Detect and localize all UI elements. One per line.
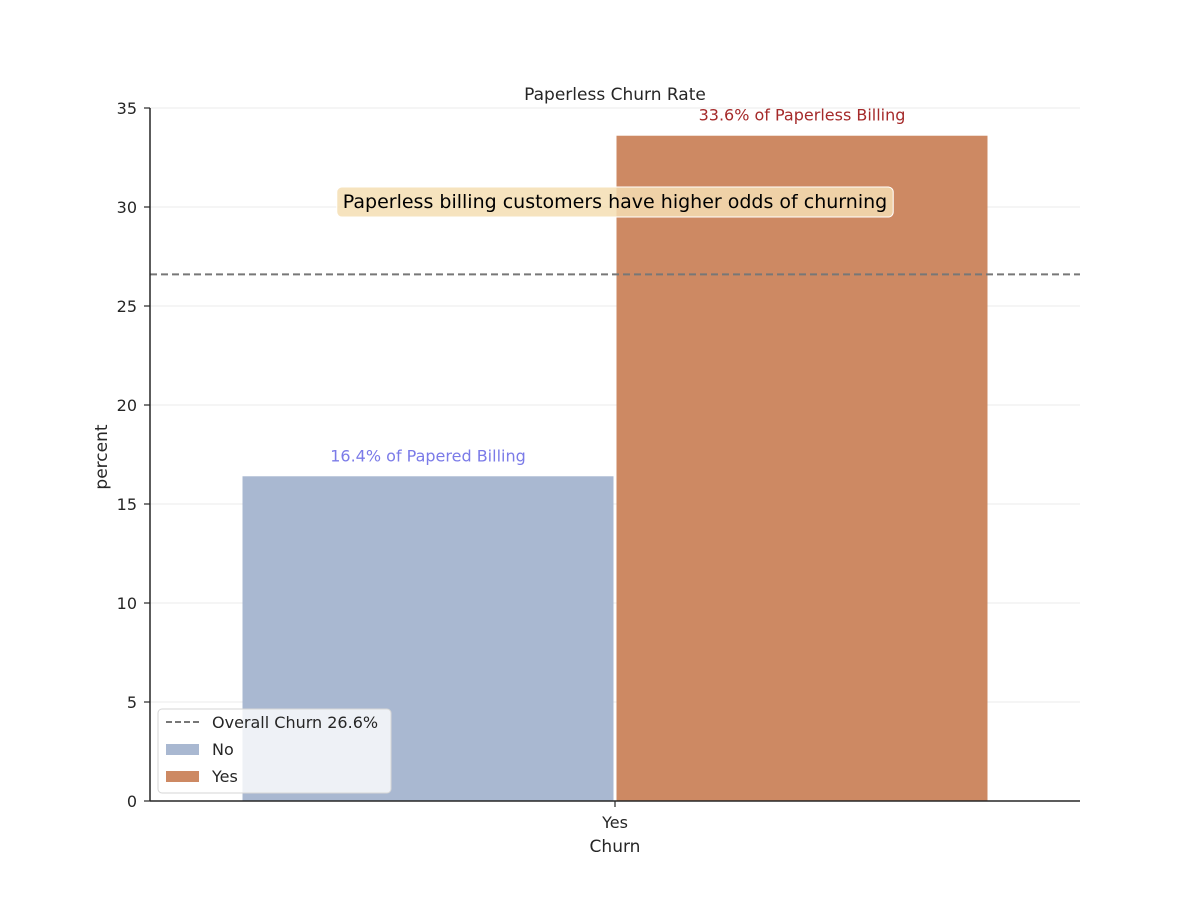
legend-entry-no: No — [212, 740, 234, 759]
y-axis-label: percent — [92, 424, 112, 489]
bar-label-yes: 33.6% of Paperless Billing — [699, 106, 906, 125]
legend-swatch-no — [166, 744, 199, 755]
x-tick-label: Yes — [601, 813, 628, 832]
y-tick-label: 20 — [117, 396, 137, 415]
annotation-callout: Paperless billing customers have higher … — [336, 186, 894, 218]
legend-entry-yes: Yes — [211, 767, 238, 786]
y-tick-label: 35 — [117, 99, 137, 118]
legend-entry-overall: Overall Churn 26.6% — [212, 713, 378, 732]
y-tick-label: 15 — [117, 495, 137, 514]
annotation-text: Paperless billing customers have higher … — [343, 191, 887, 213]
y-tick-label: 0 — [127, 792, 137, 811]
legend-frame — [157, 708, 392, 794]
bar-labels: 16.4% of Papered Billing 33.6% of Paperle… — [330, 106, 905, 466]
bars — [242, 135, 988, 802]
annotation-box — [336, 186, 894, 218]
legend: Overall Churn 26.6% No Yes — [157, 708, 392, 794]
y-tick-label: 25 — [117, 297, 137, 316]
x-ticks: Yes — [601, 801, 628, 832]
y-ticks: 0 5 10 15 20 25 30 35 — [117, 99, 150, 811]
y-tick-label: 5 — [127, 693, 137, 712]
y-tick-label: 30 — [117, 198, 137, 217]
x-axis-label: Churn — [590, 837, 641, 857]
chart-title: Paperless Churn Rate — [524, 85, 706, 105]
bar-label-no: 16.4% of Papered Billing — [330, 446, 526, 465]
legend-swatch-yes — [166, 771, 199, 782]
bar-yes — [616, 135, 988, 802]
y-tick-label: 10 — [117, 594, 137, 613]
